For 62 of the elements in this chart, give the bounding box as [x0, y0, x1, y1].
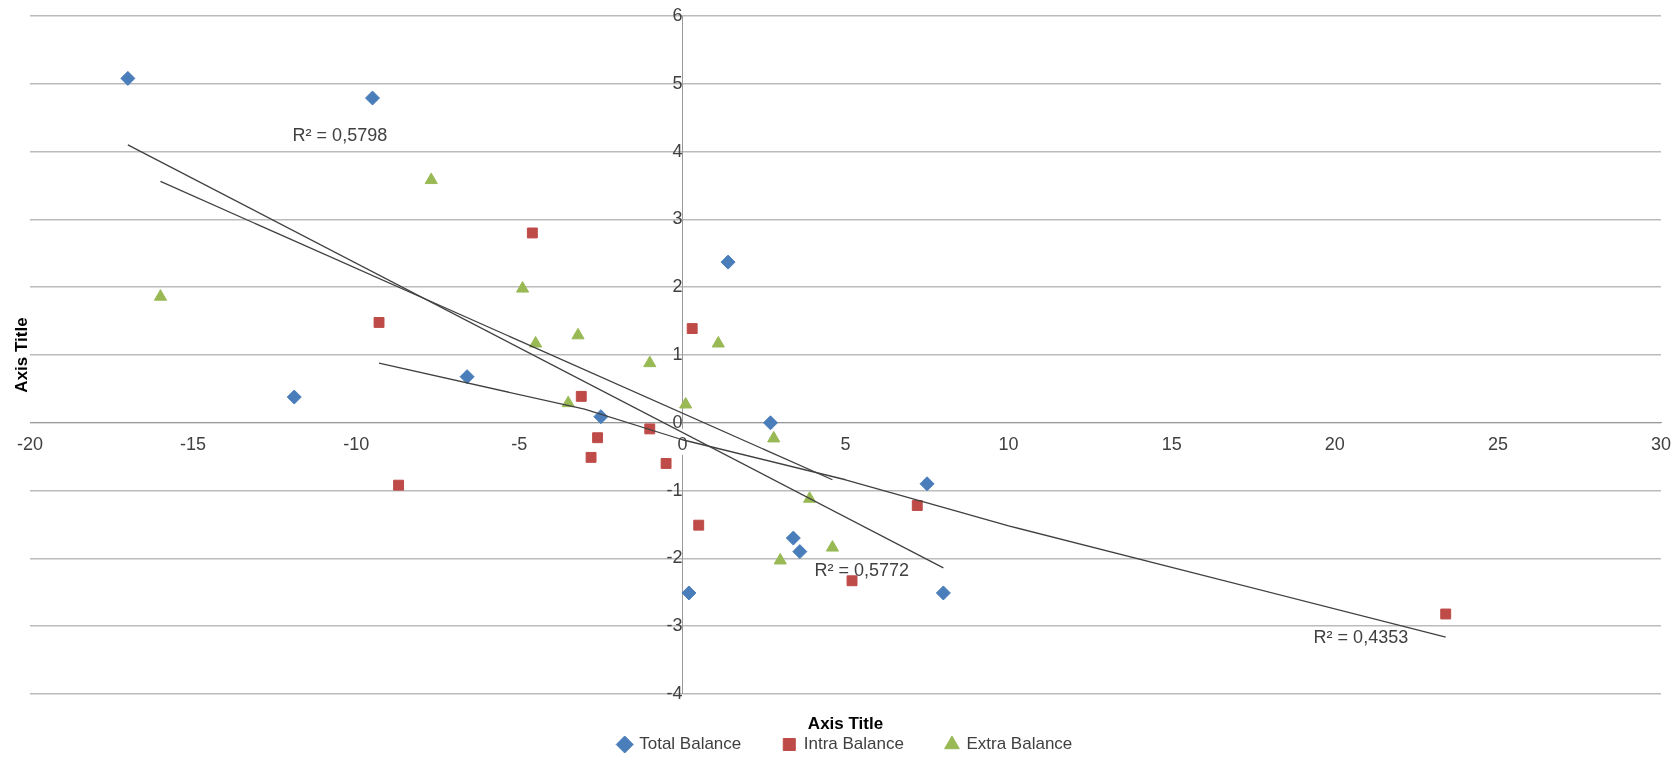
y-tick-label: 5	[672, 72, 683, 93]
point	[571, 327, 585, 340]
x-tick-label: 25	[1487, 433, 1508, 454]
x-axis-title: Axis Title	[807, 713, 884, 733]
y-tick-label: 2	[672, 276, 683, 297]
point	[459, 369, 475, 385]
point	[592, 432, 604, 444]
point	[393, 479, 405, 491]
point	[679, 396, 693, 409]
point	[711, 335, 725, 348]
point	[643, 355, 657, 368]
y-axis-title: Axis Title	[11, 317, 31, 393]
x-tick-label: -10	[343, 433, 370, 454]
legend-label: Total Balance	[639, 734, 742, 754]
y-tick-label: 6	[672, 4, 683, 25]
y-tick-label: 3	[672, 208, 683, 229]
point	[120, 70, 136, 86]
x-tick-label: 15	[1161, 433, 1182, 454]
point	[153, 289, 168, 301]
point	[529, 335, 543, 348]
point	[773, 552, 787, 565]
point	[526, 227, 538, 239]
annotation: R² = 0,5772	[814, 559, 910, 580]
point	[686, 323, 698, 335]
point	[681, 585, 697, 601]
point	[935, 585, 951, 601]
legend-label: Extra Balance	[966, 734, 1073, 754]
x-tick-label: -15	[180, 433, 207, 454]
y-tick-label: -4	[666, 682, 683, 703]
y-tick-label: -3	[666, 615, 683, 636]
point	[365, 90, 381, 106]
point	[660, 458, 672, 469]
point	[693, 519, 705, 531]
point	[575, 390, 587, 402]
x-tick-label: 20	[1324, 433, 1345, 454]
point	[373, 317, 385, 328]
point	[911, 500, 923, 511]
annotation: R² = 0,5798	[292, 124, 388, 145]
point	[792, 544, 808, 560]
legend-label: Intra Balance	[803, 734, 904, 754]
point	[762, 415, 778, 431]
point	[767, 430, 781, 443]
point	[516, 281, 530, 293]
y-tick-label: 1	[672, 343, 683, 364]
x-tick-label: 10	[998, 433, 1019, 454]
x-tick-label: 5	[840, 433, 851, 454]
y-tick-label: 0	[672, 411, 683, 432]
point	[919, 476, 935, 492]
point	[785, 530, 801, 546]
y-tick-label: -2	[666, 547, 683, 568]
x-tick-label: -5	[511, 433, 528, 454]
y-tick-label: -1	[666, 479, 683, 500]
point	[720, 254, 736, 270]
point	[825, 540, 840, 552]
x-tick-label: -20	[16, 433, 44, 454]
y-tick-label: 4	[672, 140, 683, 161]
point	[424, 172, 438, 185]
x-tick-label: 30	[1650, 433, 1672, 454]
point	[286, 389, 302, 405]
point	[1440, 608, 1452, 620]
annotation: R² = 0,4353	[1313, 627, 1409, 648]
point	[585, 451, 597, 463]
